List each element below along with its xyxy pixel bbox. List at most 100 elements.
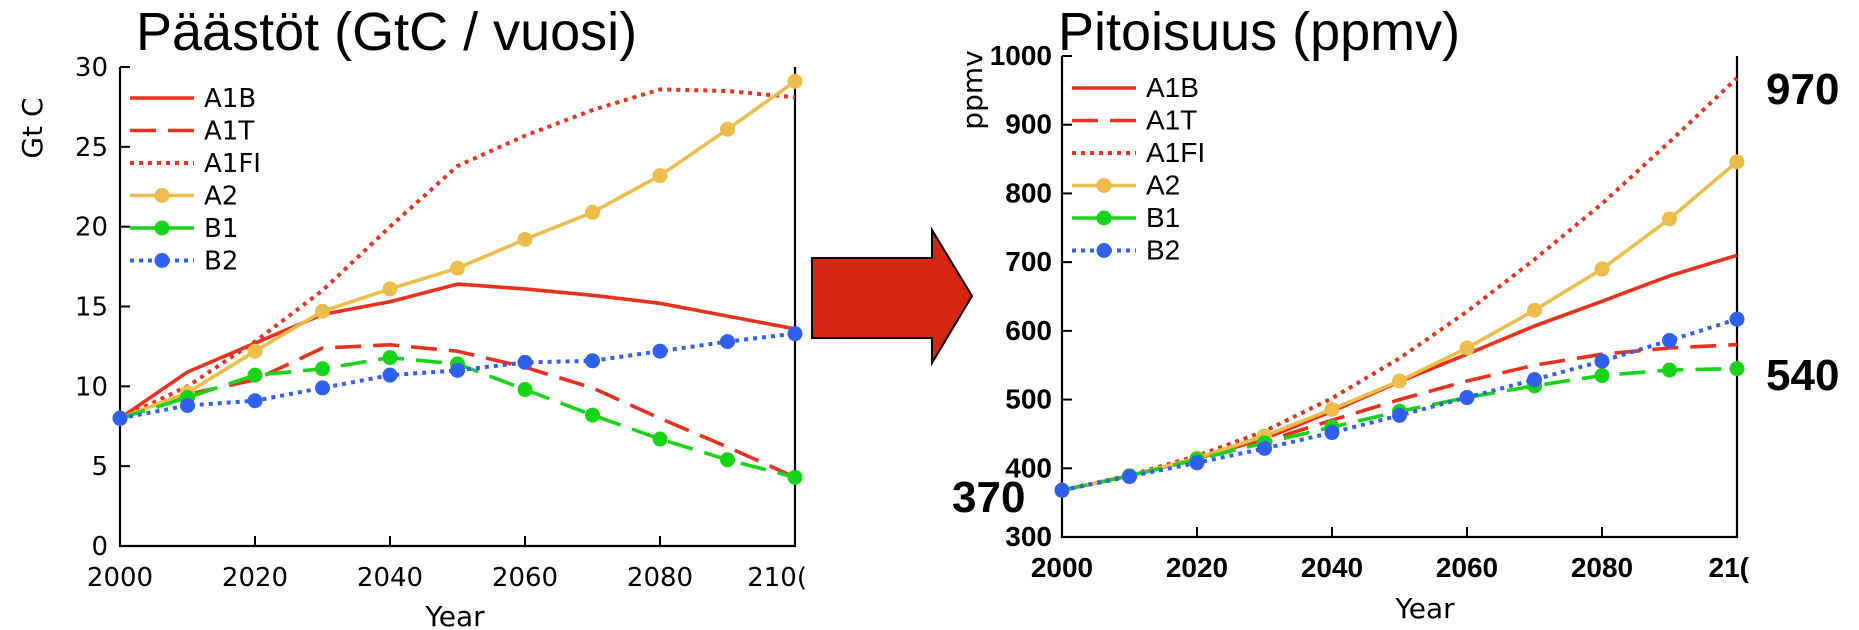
- series-point-b2: [1392, 407, 1407, 423]
- x-tick-label: 21(: [1709, 552, 1750, 583]
- right-arrow-shape: [811, 226, 974, 367]
- y-tick-label: 500: [1005, 384, 1052, 415]
- series-point-b2: [720, 334, 735, 350]
- legend-marker-b1: [1096, 210, 1112, 226]
- series-point-b2: [1527, 372, 1542, 388]
- y-tick-label: 400: [1005, 452, 1052, 483]
- legend-label-a1t: A1T: [204, 117, 254, 147]
- y-tick-label: 0: [91, 532, 108, 562]
- legend-marker-a2: [1096, 178, 1112, 193]
- x-tick-label: 210(: [747, 563, 807, 593]
- x-tick-label: 2060: [1436, 552, 1498, 583]
- series-point-a2: [720, 121, 735, 137]
- annotation-370: 370: [952, 473, 1025, 522]
- plot-frame: [1060, 56, 1739, 539]
- series-point-b1: [1662, 362, 1677, 378]
- y-tick-label: 5: [91, 452, 108, 482]
- series-point-a2: [450, 260, 465, 276]
- legend-label-a1b: A1B: [1146, 72, 1199, 103]
- legend-label-b1: B1: [204, 214, 238, 244]
- annotation-540: 540: [1766, 351, 1839, 400]
- series-point-b1: [517, 382, 533, 398]
- legend-label-a1fi: A1FI: [204, 149, 261, 179]
- series-point-b1: [1594, 368, 1610, 384]
- series-point-a2: [652, 168, 668, 184]
- series-point-a2: [585, 204, 600, 220]
- series-point-a2: [1459, 340, 1475, 356]
- series-point-a2: [1527, 302, 1542, 318]
- y-tick-label: 700: [1005, 246, 1052, 277]
- series-line-a1t: [119, 342, 796, 479]
- legend-label-b2: B2: [204, 247, 238, 277]
- series-point-b2: [1122, 469, 1137, 485]
- y-tick-label: 1000: [990, 40, 1052, 71]
- series-point-a2: [787, 73, 803, 89]
- y-tick-label: 30: [75, 53, 108, 83]
- legend-label-a1b: A1B: [204, 84, 256, 114]
- series-point-b2: [787, 326, 803, 342]
- series-point-a2: [315, 303, 330, 319]
- series-point-b2: [180, 397, 195, 413]
- emissions-y-axis-label: Gt C: [16, 97, 49, 158]
- x-tick-label: 2080: [627, 563, 693, 593]
- emissions-chart: Päästöt (GtC / vuosi) Gt C Year 0 5 10 15 20…: [16, 2, 807, 630]
- series-point-b1: [247, 367, 263, 383]
- legend-label-a1fi: A1FI: [1146, 137, 1205, 168]
- series-point-b2: [450, 362, 465, 378]
- y-tick-label: 20: [75, 213, 108, 243]
- concentration-y-axis-label: ppmv: [956, 50, 989, 129]
- series-line-a1fi: [119, 87, 796, 421]
- series-point-a2: [517, 231, 533, 247]
- y-tick-label: 900: [1005, 109, 1052, 140]
- emissions-x-axis-label: Year: [424, 600, 485, 630]
- x-tick-label: 2020: [222, 563, 288, 593]
- series-point-a2: [1729, 154, 1745, 170]
- x-tick-label: 2060: [492, 563, 558, 593]
- y-tick-label: 25: [75, 133, 108, 163]
- series-point-a2: [247, 343, 263, 359]
- series-point-b1: [382, 350, 398, 366]
- y-tick-label: 300: [1005, 521, 1052, 552]
- series-point-b1: [1729, 361, 1745, 377]
- concentration-chart: Pitoisuus (ppmv) ppmv Year 300 400 500 600 7…: [952, 2, 1839, 625]
- series-point-b2: [1459, 390, 1475, 406]
- series-point-b2: [315, 380, 330, 396]
- series-point-b1: [585, 407, 600, 423]
- series-point-b2: [247, 393, 263, 409]
- concentration-chart-title: Pitoisuus (ppmv): [1058, 2, 1460, 62]
- x-tick-label: 2000: [87, 563, 153, 593]
- series-line-b2: [119, 331, 796, 421]
- emissions-chart-title: Päästöt (GtC / vuosi): [136, 2, 637, 62]
- series-point-a2: [382, 281, 398, 297]
- series-point-b2: [112, 410, 128, 426]
- series-point-b2: [585, 353, 600, 369]
- series-point-b2: [1189, 455, 1205, 471]
- x-tick-label: 2000: [1031, 552, 1093, 583]
- legend-label-a1t: A1T: [1146, 105, 1197, 136]
- x-tick-label: 2040: [357, 563, 423, 593]
- annotation-970: 970: [1766, 65, 1839, 114]
- legend-label-a2: A2: [204, 182, 238, 212]
- series-point-b2: [1729, 311, 1745, 327]
- x-tick-label: 2020: [1166, 552, 1228, 583]
- series-point-b1: [652, 431, 668, 447]
- y-tick-label: 600: [1005, 315, 1052, 346]
- legend-marker-a2: [154, 188, 170, 203]
- series-point-b2: [1662, 332, 1677, 348]
- y-tick-label: 15: [75, 293, 108, 323]
- series-point-b2: [382, 367, 398, 383]
- series-point-b1: [720, 452, 735, 468]
- legend-marker-b2: [1096, 243, 1112, 258]
- series-line-a1b: [118, 282, 796, 420]
- y-tick-label: 800: [1005, 177, 1052, 208]
- series-point-a2: [1392, 373, 1407, 389]
- legend-label-a2: A2: [1146, 170, 1180, 201]
- legend-marker-b2: [154, 253, 170, 268]
- series-point-b2: [1257, 440, 1272, 456]
- series-point-b1: [315, 361, 330, 377]
- legend-label-b2: B2: [1146, 235, 1180, 266]
- legend-label-b1: B1: [1146, 202, 1180, 233]
- series-point-b2: [1594, 353, 1610, 369]
- x-tick-label: 2040: [1301, 552, 1363, 583]
